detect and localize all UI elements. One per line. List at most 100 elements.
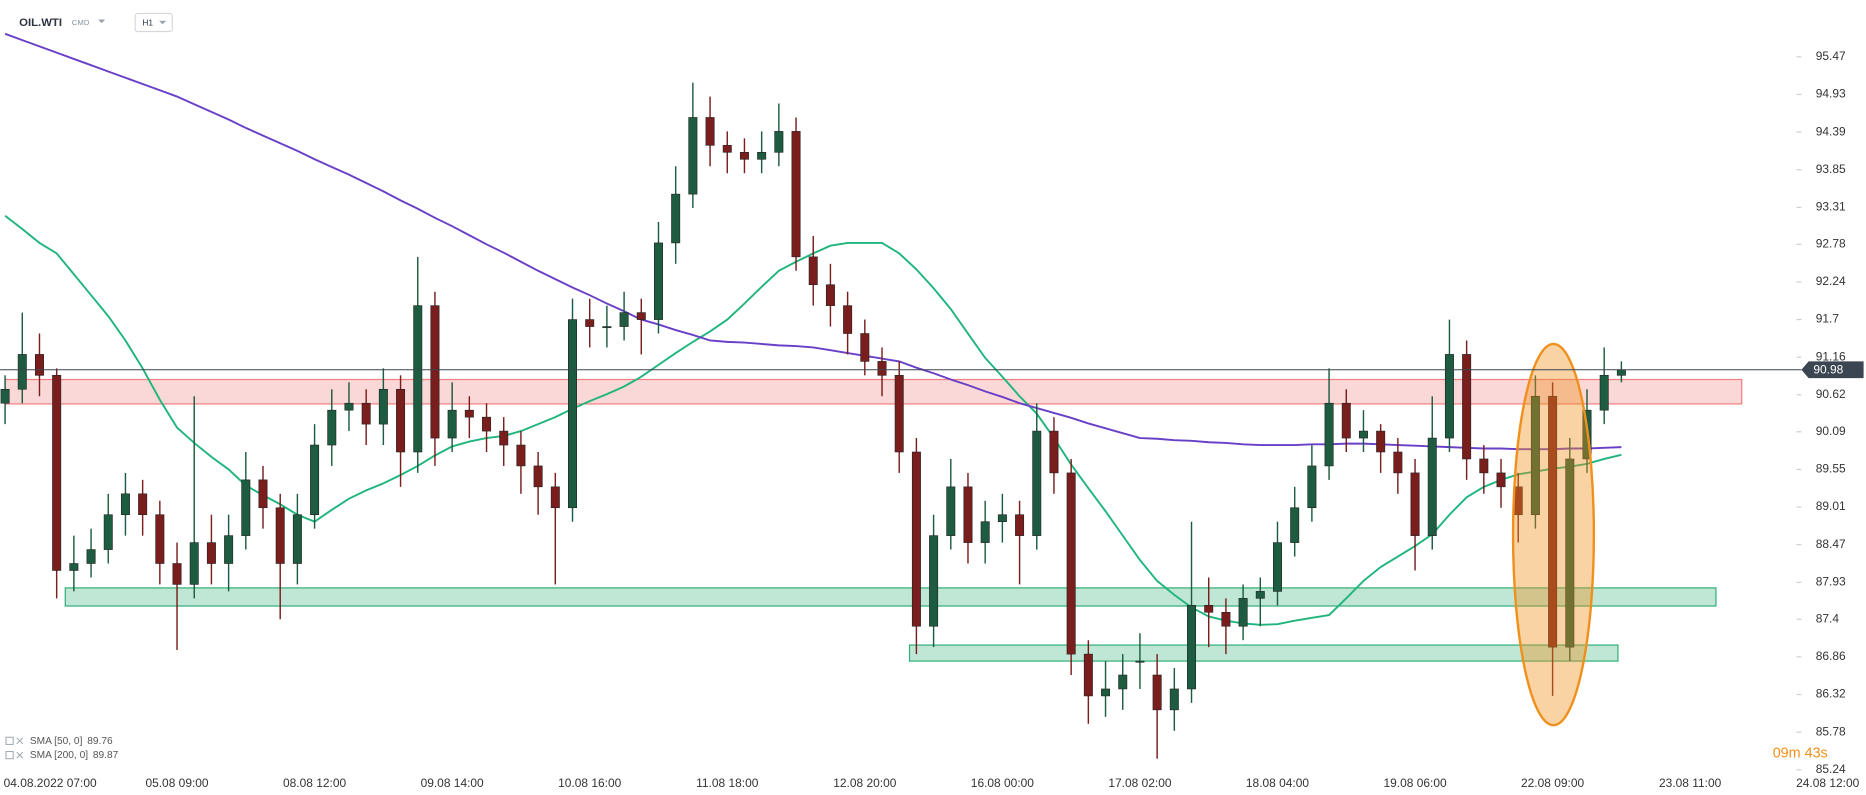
y-tick-label: 87.93 bbox=[1816, 574, 1846, 588]
candle-body bbox=[757, 152, 767, 160]
x-tick-label: 11.08 18:00 bbox=[696, 776, 759, 790]
candle-body bbox=[0, 388, 10, 404]
y-tick-label: 86.86 bbox=[1816, 649, 1846, 663]
candle-body bbox=[911, 451, 921, 627]
y-tick-label: 89.55 bbox=[1816, 462, 1846, 476]
candle-body bbox=[533, 465, 543, 488]
candle-body bbox=[155, 514, 165, 564]
x-tick-label: 18.08 04:00 bbox=[1246, 776, 1309, 790]
candle-body bbox=[516, 444, 526, 467]
candle-body bbox=[980, 521, 990, 543]
y-tick-label: 89.01 bbox=[1816, 499, 1846, 513]
candle-body bbox=[1152, 674, 1162, 711]
candle-body bbox=[69, 563, 79, 571]
candle-body bbox=[241, 479, 251, 536]
candle-body bbox=[619, 312, 629, 327]
candle-body bbox=[1444, 354, 1454, 439]
candle-body bbox=[103, 514, 113, 550]
y-tick-label: 93.31 bbox=[1816, 200, 1846, 214]
candle-body bbox=[1599, 375, 1609, 411]
candle-body bbox=[464, 409, 474, 418]
candle-body bbox=[877, 361, 887, 376]
candle-body bbox=[705, 117, 715, 146]
candle-body bbox=[894, 375, 904, 453]
candle-body bbox=[1204, 605, 1214, 613]
candle-body bbox=[671, 193, 681, 244]
legend-value: 89.76 bbox=[87, 735, 113, 746]
candle-body bbox=[1616, 369, 1626, 376]
candle-body bbox=[206, 542, 216, 564]
y-tick-label: 90.09 bbox=[1816, 424, 1846, 438]
candle-body bbox=[447, 409, 457, 439]
candle-body bbox=[224, 535, 234, 564]
y-tick-label: 92.78 bbox=[1816, 236, 1846, 250]
legend-entry: SMA [200, 0] 89.87 bbox=[30, 750, 119, 761]
candle-body bbox=[1066, 472, 1076, 655]
y-tick-label: 88.47 bbox=[1816, 537, 1846, 551]
y-tick-label: 93.85 bbox=[1816, 162, 1846, 176]
candle-body bbox=[568, 319, 577, 509]
candle-body bbox=[774, 131, 784, 153]
candle-body bbox=[1358, 430, 1368, 439]
candle-body bbox=[1101, 688, 1111, 697]
highlight-ellipse bbox=[1511, 342, 1596, 727]
candle-body bbox=[1049, 430, 1059, 474]
y-tick-label: 92.24 bbox=[1816, 274, 1846, 288]
last-price-tag bbox=[1801, 361, 1864, 379]
legend-close bbox=[16, 751, 24, 759]
candle-body bbox=[946, 486, 956, 536]
candle-body bbox=[275, 507, 285, 564]
interval-caret[interactable] bbox=[159, 20, 167, 25]
candle-body bbox=[653, 242, 663, 320]
candle-body bbox=[86, 549, 96, 564]
legend-entry: SMA [50, 0] 89.76 bbox=[30, 735, 113, 746]
toolbar: OIL.WTI CMD H1 bbox=[19, 12, 173, 33]
candle-body bbox=[843, 305, 853, 334]
candle-body bbox=[739, 152, 749, 160]
candle-body bbox=[1393, 451, 1403, 474]
candle-body bbox=[1462, 354, 1472, 460]
legend: SMA [50, 0] 89.76 SMA [200, 0] 89.87 bbox=[5, 735, 119, 761]
candle-body bbox=[258, 479, 268, 509]
y-tick-label: 95.47 bbox=[1816, 49, 1846, 63]
y-tick-label: 90.62 bbox=[1816, 387, 1846, 401]
candle-body bbox=[138, 493, 148, 516]
price-zone bbox=[908, 644, 1619, 662]
interval-button[interactable] bbox=[134, 12, 173, 33]
x-tick-label: 05.08 09:00 bbox=[145, 776, 208, 790]
candle-body bbox=[1118, 674, 1128, 690]
candle-body bbox=[1273, 542, 1282, 592]
candle-body bbox=[1221, 611, 1231, 627]
candle-body bbox=[825, 284, 835, 306]
legend-icon bbox=[5, 736, 14, 745]
candle-body bbox=[1410, 472, 1420, 536]
candle-body bbox=[1015, 514, 1025, 536]
legend-name: SMA [200, 0] bbox=[30, 750, 88, 761]
candle-body bbox=[1169, 688, 1179, 711]
candle-body bbox=[929, 535, 939, 627]
symbol[interactable]: OIL.WTI bbox=[19, 17, 62, 29]
candle-body bbox=[189, 542, 199, 585]
candle-body bbox=[550, 486, 560, 509]
candle-body bbox=[1376, 430, 1386, 453]
y-tick-label: 85.24 bbox=[1816, 762, 1846, 776]
candle-body bbox=[1427, 437, 1437, 536]
last-price-label: 90.98 bbox=[1813, 363, 1843, 377]
market: CMD bbox=[72, 18, 90, 27]
candle-body bbox=[378, 388, 388, 425]
candle-body bbox=[310, 444, 320, 516]
price-zone bbox=[4, 378, 1743, 405]
candle-body bbox=[963, 486, 973, 543]
dropdown-caret[interactable] bbox=[98, 19, 106, 24]
plot-area: 95.47 94.93 94.39 93.85 93.31 92.78 92.24 91.7 9… bbox=[0, 32, 1864, 790]
y-tick-label: 91.7 bbox=[1816, 312, 1840, 326]
interval[interactable]: H1 bbox=[142, 17, 153, 27]
candle-body bbox=[791, 131, 801, 258]
y-tick-label: 87.4 bbox=[1816, 611, 1840, 625]
price-zone bbox=[64, 587, 1717, 607]
y-tick-label: 86.32 bbox=[1816, 687, 1846, 701]
candle-body bbox=[499, 430, 509, 446]
candle-body bbox=[52, 375, 62, 571]
x-tick-label: 16.08 00:00 bbox=[971, 776, 1034, 790]
